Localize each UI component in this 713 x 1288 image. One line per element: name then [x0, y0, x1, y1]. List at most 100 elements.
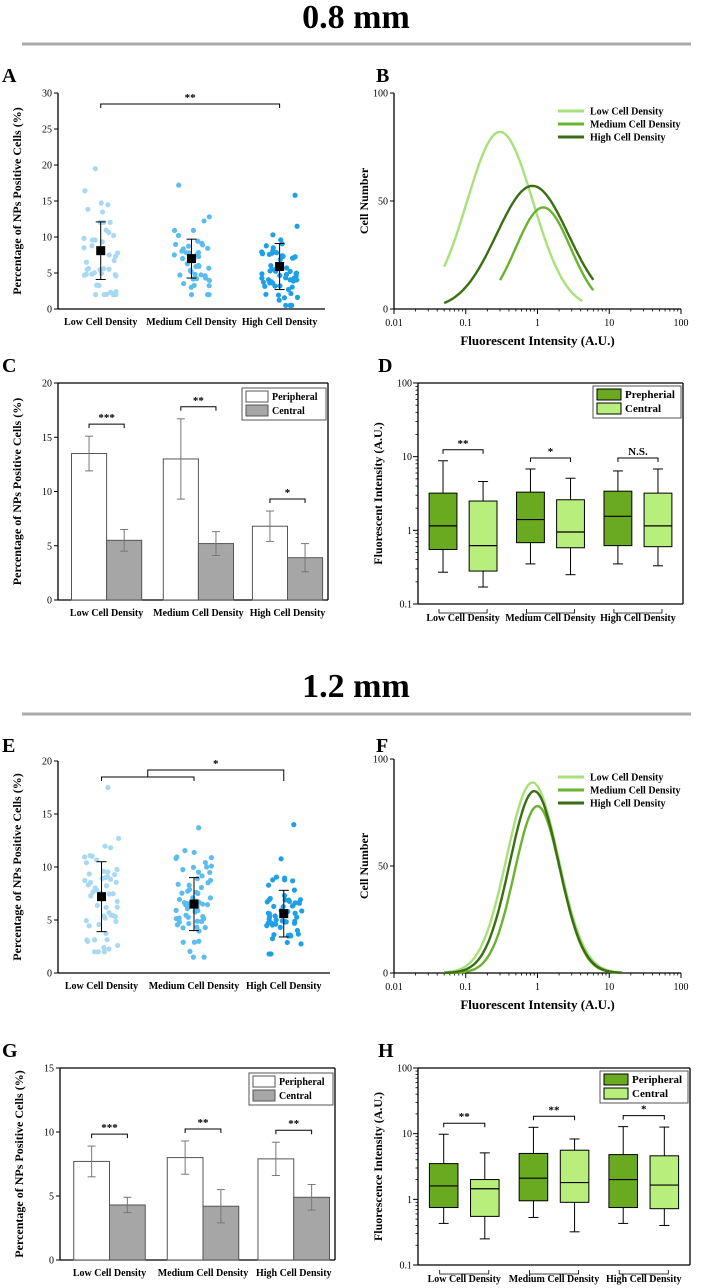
x-tick-label: 0.01 [385, 318, 403, 329]
x-tick-label: Low Cell Density [426, 613, 499, 624]
data-point [262, 283, 268, 289]
data-point [268, 262, 274, 269]
bar [71, 453, 108, 601]
data-point [192, 271, 198, 277]
data-point [200, 914, 206, 920]
x-tick-label: Low Cell Density [70, 608, 143, 619]
x-tick-label: Low Cell Density [64, 317, 137, 328]
data-point [265, 920, 271, 926]
mean-marker [97, 892, 107, 902]
panel-letter: F [376, 735, 388, 757]
mean-marker [275, 262, 285, 272]
y-tick-label: 100 [397, 379, 412, 390]
data-point [289, 284, 295, 290]
data-point [108, 289, 114, 295]
data-point [173, 907, 179, 913]
data-point [82, 877, 88, 884]
category-bracket [526, 609, 575, 614]
data-point [86, 871, 92, 877]
panel-A: A 0 5 10 15 20 25 30 Percentage of NPs Positive … [2, 65, 325, 328]
data-point [266, 251, 272, 257]
data-point [171, 227, 178, 234]
series-line [498, 206, 595, 291]
data-point [175, 881, 181, 887]
data-point [281, 892, 288, 899]
data-point [293, 273, 299, 279]
data-point [191, 849, 197, 856]
data-point [289, 255, 296, 261]
data-point [276, 297, 282, 303]
y-axis-label: Fluorescent Intensity (A.U.) [371, 422, 385, 564]
y-tick-label: 1 [407, 526, 412, 537]
data-point [289, 903, 296, 909]
data-point [104, 937, 110, 943]
data-point [298, 941, 304, 947]
bar [73, 1160, 110, 1261]
legend-label: High Cell Density [590, 799, 666, 810]
data-point [204, 902, 211, 908]
legend-label: Central [632, 1088, 668, 1100]
data-point [106, 946, 112, 952]
series-line [444, 781, 622, 974]
data-point [198, 884, 205, 891]
data-point [200, 901, 206, 907]
significance-label: * [213, 758, 219, 770]
data-point [202, 273, 208, 279]
box [608, 1154, 638, 1209]
data-point [101, 913, 107, 919]
data-point [199, 873, 205, 879]
y-tick-label: 15 [42, 197, 52, 208]
data-point [103, 904, 109, 911]
data-point [267, 914, 273, 920]
data-point [292, 918, 298, 924]
data-point [198, 918, 205, 925]
x-tick-label: Medium Cell Density [505, 613, 596, 624]
data-point [83, 860, 90, 866]
data-point [195, 249, 202, 256]
box [649, 1155, 680, 1210]
data-point [195, 238, 201, 244]
data-point [283, 271, 290, 278]
data-point [291, 887, 298, 893]
panel-letter: B [376, 65, 389, 87]
data-point [207, 869, 213, 876]
data-point [83, 259, 90, 265]
series-line [443, 184, 595, 305]
x-tick-label: Medium Cell Density [509, 1274, 600, 1285]
data-point [82, 188, 88, 194]
legend-swatch [603, 1087, 629, 1100]
data-point [187, 267, 193, 274]
data-point [114, 898, 120, 905]
legend-label: Peripheral [632, 1074, 682, 1086]
data-point [270, 877, 276, 883]
data-point [194, 918, 200, 924]
significance-label: ** [198, 1117, 210, 1129]
data-point [280, 904, 286, 910]
x-tick-label: High Cell Density [246, 981, 322, 992]
y-tick-label: 50 [378, 862, 388, 873]
y-tick-label: 10 [402, 452, 412, 463]
legend-label: High Cell Density [590, 133, 666, 144]
data-point [99, 875, 105, 881]
data-point [112, 872, 118, 878]
x-tick-label: Medium Cell Density [149, 981, 240, 992]
data-point [114, 904, 120, 910]
significance-bracket [442, 449, 484, 454]
y-tick-label: 0.1 [400, 600, 413, 611]
data-point [107, 219, 113, 226]
box [468, 500, 498, 572]
box [643, 492, 673, 548]
significance-label: ** [459, 1111, 471, 1123]
y-tick-label: 30 [42, 89, 52, 100]
data-point [114, 866, 120, 873]
data-point [91, 949, 98, 955]
box [470, 1179, 500, 1217]
data-point [278, 856, 284, 862]
x-tick-label: Low Cell Density [65, 981, 138, 992]
data-point [177, 272, 183, 278]
data-point [191, 282, 197, 289]
significance-bracket [269, 498, 306, 504]
data-point [204, 864, 210, 870]
data-point [281, 295, 288, 301]
